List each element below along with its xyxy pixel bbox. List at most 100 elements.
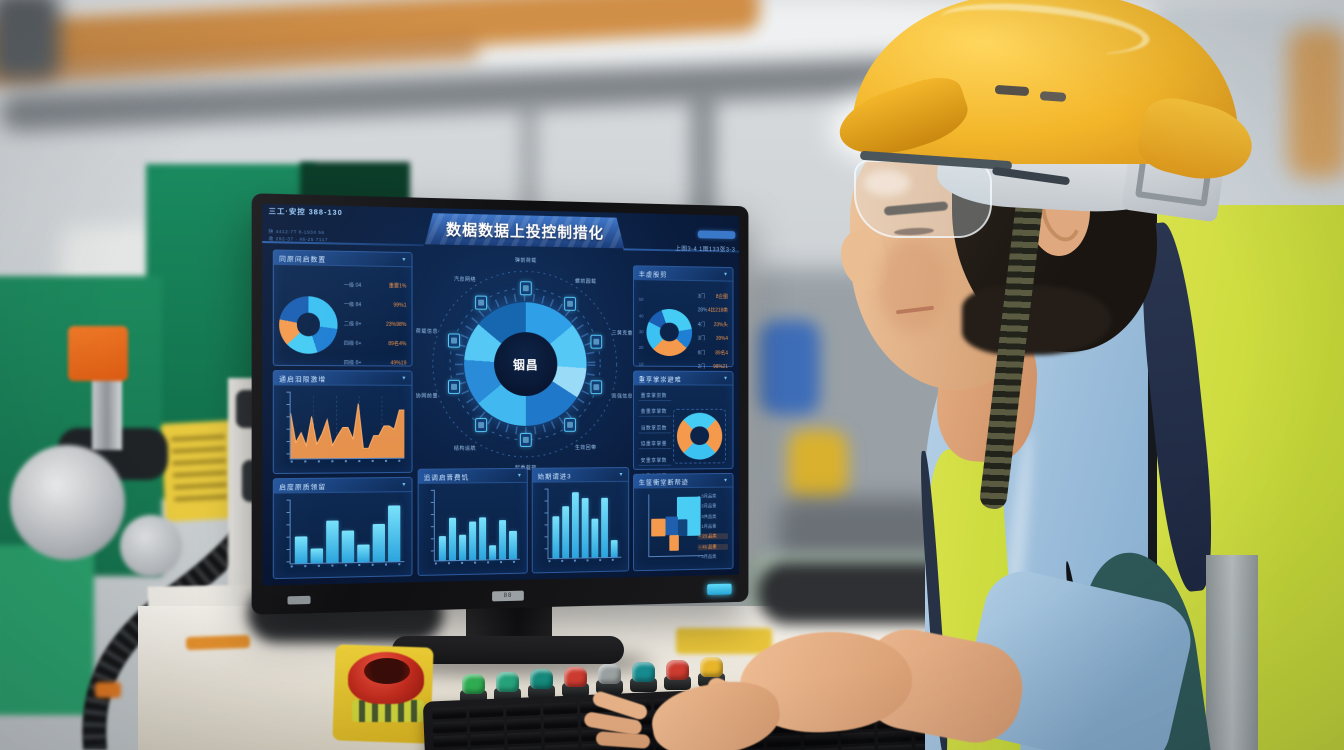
radial-node-label: 螺前圆载 (575, 278, 597, 285)
axis-tick-label: 20 (638, 345, 644, 351)
axis-ticks: 50 40 30 20 10 (639, 297, 647, 367)
block-legend: – 3月品类 – 2月品重 – 3共品类 – 1月品重 – 23 品类 – 41 品重 – … (697, 491, 728, 562)
panel-area-chart: 通启泪限激增 ▾ (272, 369, 413, 475)
legend-row: 二级 8+ 23%98% (343, 321, 407, 328)
keyboard-key (507, 731, 542, 745)
valve-disc (10, 445, 125, 560)
panel-collapse-icon[interactable]: ▾ (724, 375, 728, 382)
legend-row: 8门 89名4 (697, 350, 728, 357)
legend-tag: – 3月品类 (697, 493, 717, 499)
block (677, 519, 688, 536)
machine-push-button[interactable] (596, 664, 623, 698)
list-item: 協重享掌量 (638, 438, 672, 450)
panel-title: 重享掌崇避难 (638, 375, 682, 383)
radial-node-label: 弹前荷载 (514, 257, 537, 265)
keyboard-key (432, 707, 467, 720)
radial-node (475, 295, 488, 310)
bar (509, 530, 517, 559)
bg-orange-blob (1288, 28, 1344, 178)
panel-block-chart: 生筐衝堂断帮迹 ▾ – 3月品类 – 2月品重 – 3共品类 – 1月品重 – 23 品类… (632, 472, 734, 572)
bg-yellow-box (788, 430, 848, 502)
bar (489, 545, 497, 560)
header-pill-button[interactable] (697, 230, 736, 239)
bg-blue-box (760, 320, 820, 415)
bar (499, 519, 507, 560)
yellow-pad (676, 628, 772, 654)
keyboard-key (542, 702, 578, 715)
bar (581, 497, 589, 558)
dashboard-logo: 三工·安控 388-130 (268, 208, 343, 218)
radial-node-label: 汽息网络 (453, 276, 476, 283)
axis-tick-label: 30 (638, 329, 644, 335)
panel-collapse-icon[interactable]: ▾ (724, 271, 728, 278)
panel-collapse-icon[interactable]: ▾ (517, 472, 522, 479)
bar (468, 521, 477, 560)
keyboard-key (432, 721, 468, 734)
valve-disc-small (120, 515, 182, 577)
radial-node (519, 281, 532, 296)
bar (388, 505, 401, 562)
area-chart (286, 391, 405, 463)
list-item: 安重享掌数 (638, 454, 672, 466)
panel-title: 启度原质领留 (279, 483, 327, 491)
bar (448, 517, 456, 561)
bar (611, 540, 619, 557)
donut-chart (646, 308, 693, 356)
safety-glasses-lens (854, 160, 992, 238)
data-row-list: 重享掌崇数金重享掌数当数掌崇数協重享掌量安重享掌数启重享掌量 (638, 387, 672, 484)
panel-title: 同原间启数置 (279, 255, 327, 264)
bar (325, 520, 339, 563)
bar (438, 536, 446, 561)
monitor-power-button[interactable] (707, 583, 732, 595)
machine-push-button[interactable] (630, 662, 657, 696)
block (668, 534, 679, 551)
block-chart (648, 493, 704, 558)
bar (591, 518, 599, 558)
panel-bar-chart-left: 启度原质领留 ▾ (272, 476, 413, 580)
radial-node (590, 334, 603, 349)
estop-top (364, 658, 410, 684)
bar (571, 491, 579, 558)
legend-row: 四级 6+ 89名4% (343, 340, 407, 348)
orange-clamp (185, 634, 251, 651)
keyboard-key (469, 719, 505, 732)
dashboard-title: 数椐数据上投控制措化 (445, 221, 605, 243)
bezel-sticker (287, 595, 311, 605)
bar (479, 517, 487, 560)
keyboard-key (505, 703, 541, 717)
legend-row: 一级 84 99%1 (343, 301, 407, 309)
legend-row: 28% 4比218类 (697, 307, 728, 314)
radial-node (519, 432, 532, 447)
list-item: 当数掌崇数 (638, 422, 672, 434)
legend-tag: – 2月品重 (697, 503, 717, 509)
panel-bar-chart-center-a: 追调启晋费饥 ▾ (417, 467, 528, 576)
keyboard-key (877, 744, 913, 750)
panel-collapse-icon[interactable]: ▾ (619, 471, 624, 478)
panel-collapse-icon[interactable]: ▾ (402, 256, 407, 263)
panel-collapse-icon[interactable]: ▾ (402, 481, 407, 488)
hair-nape (962, 285, 1112, 355)
green-machine-corner (0, 545, 94, 715)
dashboard-screen: 三工·安控 388-130 陕 4412-7T 8-1934 56 收 292-… (262, 203, 740, 586)
panel-collapse-icon[interactable]: ▾ (402, 375, 407, 382)
keyboard-key (543, 716, 578, 729)
machine-push-button[interactable] (664, 659, 691, 694)
machine-push-button[interactable] (562, 666, 589, 701)
orange-debris (95, 682, 121, 698)
legend-row: 4门 23%头 (697, 321, 728, 328)
radial-node-label: 生效回带 (575, 445, 597, 452)
header-time: 上图3-4 1图133张3-3 (675, 246, 736, 254)
keyboard-key (544, 744, 580, 750)
legend-tag: – 41 品重 (697, 543, 728, 550)
legend-row: 3门 39%4 (697, 335, 728, 343)
radial-node-label: 协网前量 (415, 393, 438, 400)
legend-tag: – 1月品重 (697, 523, 717, 529)
orange-valve-knob[interactable] (68, 326, 128, 381)
monitor: 三工·安控 388-130 陕 4412-7T 8-1934 56 收 292-… (251, 193, 749, 615)
cheek-shading (878, 238, 948, 333)
quadrant-donut-wrap (671, 387, 728, 484)
legend-row: 四级 8+ 49%19 (343, 360, 407, 367)
panel-collapse-icon[interactable]: ▾ (724, 477, 728, 484)
radial-node-label: 荷载信息 (415, 328, 438, 335)
